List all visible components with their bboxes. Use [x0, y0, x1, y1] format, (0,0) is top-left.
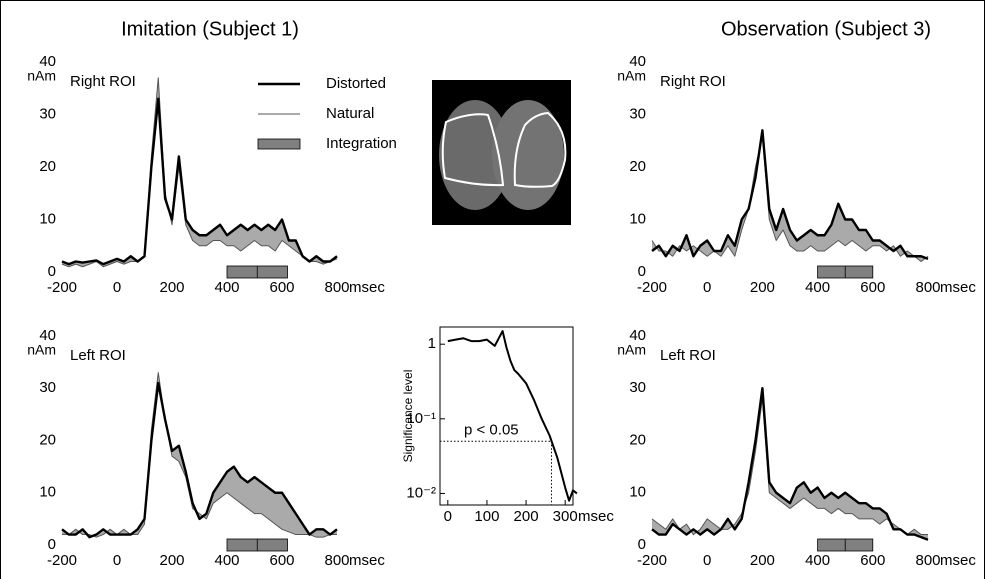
x-tick-label: 400 — [214, 552, 239, 569]
series-line — [61, 77, 338, 268]
roi-outline — [441, 113, 505, 187]
y-axis-label: nAm — [617, 342, 646, 358]
x-tick-label: 600 — [269, 552, 294, 569]
y-tick-label: 30 — [39, 105, 56, 122]
x-tick-label: 200 — [159, 552, 184, 569]
y-axis-label: Significance level — [401, 370, 415, 463]
x-tick-label: 300 — [553, 508, 578, 525]
y-tick-label: 20 — [629, 158, 646, 175]
x-axis-label: msec — [940, 552, 976, 569]
x-tick-label: 200 — [514, 508, 539, 525]
difference-area — [652, 388, 928, 540]
x-tick-label: 0 — [444, 508, 452, 525]
y-tick-label: 40 — [39, 53, 56, 70]
legend-swatch — [257, 138, 301, 150]
y-tick-label: 10 — [39, 210, 56, 227]
x-tick-label: -200 — [47, 279, 77, 296]
y-axis-label: nAm — [617, 68, 646, 84]
y-tick-label: 0 — [48, 536, 56, 553]
significance-line — [447, 330, 578, 502]
x-tick-label: 200 — [750, 279, 775, 296]
x-tick-label: 0 — [703, 552, 711, 569]
y-tick-label: 0 — [48, 263, 56, 280]
x-tick-label: 600 — [860, 552, 885, 569]
y-tick-label: 0 — [638, 536, 646, 553]
x-tick-label: 600 — [860, 279, 885, 296]
y-tick-label: 10 — [629, 484, 646, 501]
legend-label: Natural — [326, 105, 374, 122]
difference-area — [652, 130, 928, 262]
y-tick-label: 10 — [629, 210, 646, 227]
x-tick-label: 100 — [474, 508, 499, 525]
x-tick-label: 800 — [324, 552, 349, 569]
series-line — [651, 387, 929, 541]
y-axis-label: nAm — [27, 342, 56, 358]
y-tick-label: 1 — [428, 335, 436, 352]
roi-label: Right ROI — [660, 73, 726, 90]
x-tick-label: 400 — [805, 279, 830, 296]
roi-outline — [513, 111, 567, 188]
y-tick-label: 10⁻¹ — [406, 410, 436, 427]
series-line — [61, 381, 338, 539]
y-tick-label: 30 — [39, 379, 56, 396]
roi-label: Right ROI — [70, 73, 136, 90]
y-tick-label: 10⁻² — [406, 484, 436, 501]
x-tick-label: 0 — [113, 279, 121, 296]
x-tick-label: 400 — [214, 279, 239, 296]
x-tick-label: 200 — [159, 279, 184, 296]
x-axis-label: msec — [349, 552, 385, 569]
x-tick-label: 800 — [915, 552, 940, 569]
x-tick-label: -200 — [637, 552, 667, 569]
y-tick-label: 20 — [629, 431, 646, 448]
legend-label: Distorted — [326, 75, 386, 92]
y-tick-label: 20 — [39, 431, 56, 448]
y-tick-label: 40 — [629, 327, 646, 344]
x-tick-label: 600 — [269, 279, 294, 296]
x-axis-label: msec — [940, 279, 976, 296]
x-tick-label: 400 — [805, 552, 830, 569]
difference-area — [62, 77, 337, 267]
roi-label: Left ROI — [660, 347, 716, 364]
y-tick-label: 40 — [629, 53, 646, 70]
y-tick-label: 30 — [629, 105, 646, 122]
y-tick-label: 0 — [638, 263, 646, 280]
x-axis-label: msec — [578, 508, 614, 525]
y-tick-label: 20 — [39, 158, 56, 175]
legend-label: Integration — [326, 135, 397, 152]
y-tick-label: 40 — [39, 327, 56, 344]
y-tick-label: 10 — [39, 484, 56, 501]
brain-right-hemisphere — [492, 100, 564, 210]
y-axis-label: nAm — [27, 68, 56, 84]
series-line — [651, 129, 929, 260]
panel-title: Imitation (Subject 1) — [121, 18, 299, 40]
x-tick-label: 800 — [324, 279, 349, 296]
x-tick-label: 200 — [750, 552, 775, 569]
x-tick-label: -200 — [47, 552, 77, 569]
series-line — [651, 398, 928, 536]
x-tick-label: 0 — [703, 279, 711, 296]
x-axis-label: msec — [349, 279, 385, 296]
brain-image — [432, 80, 571, 225]
x-tick-label: 0 — [113, 552, 121, 569]
plot-box — [439, 326, 574, 506]
panel-title: Observation (Subject 3) — [721, 18, 931, 40]
series-line — [61, 97, 338, 266]
y-tick-label: 30 — [629, 379, 646, 396]
annotation: p < 0.05 — [464, 421, 519, 438]
difference-area — [62, 372, 337, 538]
x-tick-label: 800 — [915, 279, 940, 296]
series-line — [62, 372, 337, 538]
x-tick-label: -200 — [637, 279, 667, 296]
roi-label: Left ROI — [70, 347, 126, 364]
